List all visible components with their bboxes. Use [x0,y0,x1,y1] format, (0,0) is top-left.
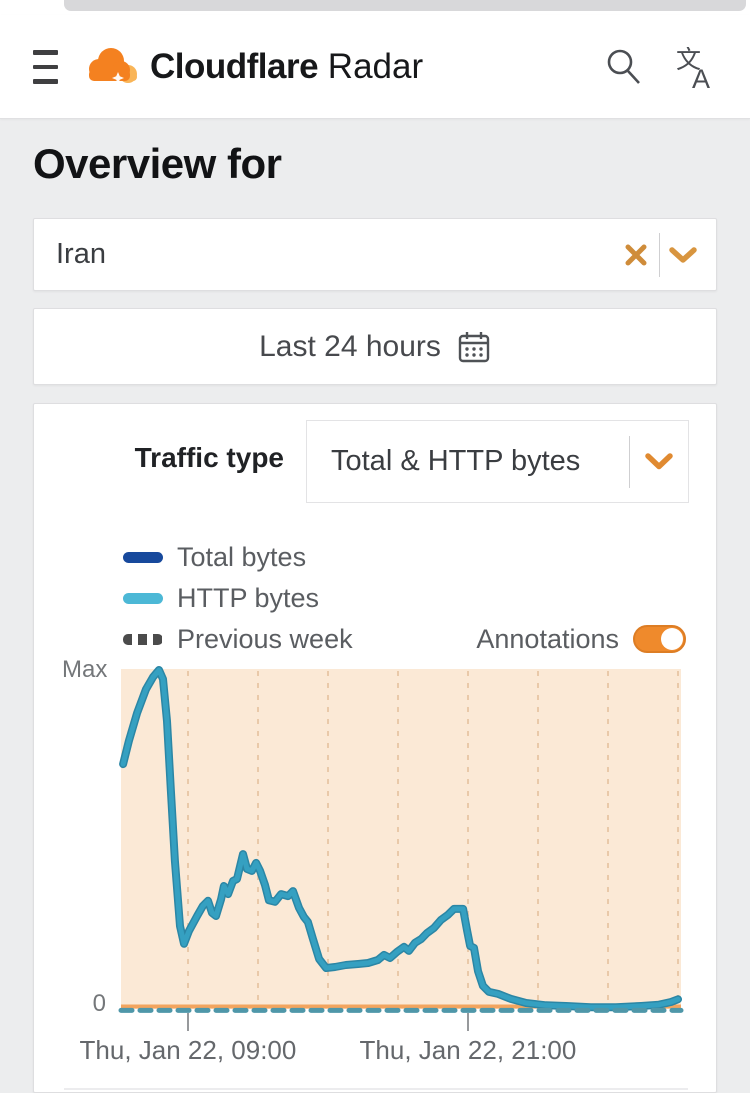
legend-label: HTTP bytes [177,582,320,613]
section-divider [64,1088,688,1090]
calendar-icon [458,331,490,362]
traffic-chart[interactable] [118,666,684,1013]
app-title-bold: Cloudflare [150,47,319,86]
select-divider [629,435,630,488]
legend-item-http-bytes[interactable]: HTTP bytes [123,582,319,614]
cloudflare-logo-icon[interactable] [84,45,138,92]
time-range-label: Last 24 hours [259,329,441,363]
y-axis-zero-label: 0 [92,990,106,1017]
traffic-type-value: Total & HTTP bytes [331,445,581,477]
traffic-chevron-down-icon[interactable] [630,453,688,470]
search-icon[interactable] [604,47,644,89]
x-tick-mark [466,1013,469,1031]
http-bytes-swatch [123,592,163,604]
traffic-type-label: Traffic type [134,442,284,473]
svg-text:文: 文 [676,47,701,74]
x-tick-label: Thu, Jan 22, 21:00 [359,1035,577,1065]
x-axis: Thu, Jan 22, 09:00 Thu, Jan 22, 21:00 [80,1013,681,1083]
clear-location-button[interactable] [613,219,659,290]
location-value: Iran [56,238,106,270]
legend-label: Previous week [177,623,353,654]
annotations-label: Annotations [476,623,619,654]
app-title: Cloudflare Radar [150,47,423,87]
browser-top-strip [0,0,750,15]
x-tick-mark [186,1013,189,1031]
traffic-panel: Traffic type Total & HTTP bytes Total by… [33,403,717,1093]
page-title: Overview for [33,140,282,187]
location-selector[interactable]: Iran [33,218,717,291]
legend-label: Total bytes [177,541,307,572]
toggle-knob [661,628,683,650]
annotations-control: Annotations [476,623,686,655]
app-title-regular: Radar [318,47,424,86]
browser-grab-bar [64,0,746,11]
x-tick-label: Thu, Jan 22, 09:00 [79,1035,297,1065]
annotations-toggle[interactable] [633,625,686,653]
selector-divider [659,232,660,277]
y-axis-max-label: Max [62,656,108,683]
legend-item-previous-week[interactable]: Previous week [123,623,353,655]
app-header: Cloudflare Radar 文 A [0,15,750,119]
svg-text:A: A [692,64,710,91]
traffic-type-select[interactable]: Total & HTTP bytes [306,420,689,503]
traffic-chart-svg [118,666,684,1013]
previous-week-swatch [123,633,163,645]
total-bytes-swatch [123,551,163,563]
time-range-selector[interactable]: Last 24 hours [33,308,717,385]
legend-item-total-bytes[interactable]: Total bytes [123,541,306,573]
translate-icon[interactable]: 文 A [676,45,716,94]
menu-icon[interactable] [33,50,58,84]
location-chevron-down-icon[interactable] [660,219,706,290]
